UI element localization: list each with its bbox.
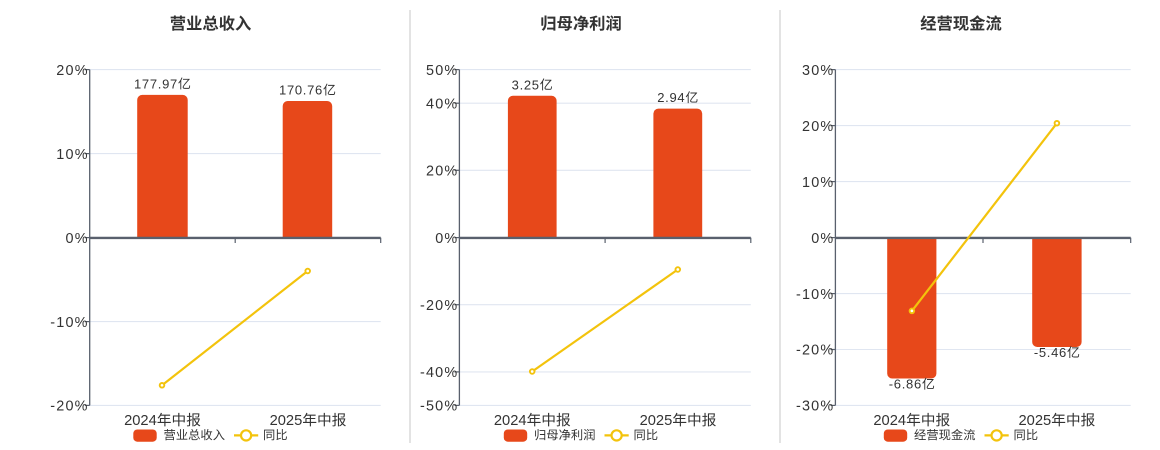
svg-text:-40%: -40% bbox=[420, 365, 458, 381]
svg-text:2024: 2024 bbox=[124, 413, 157, 429]
svg-text:-10%: -10% bbox=[50, 315, 88, 331]
svg-text:2025: 2025 bbox=[640, 413, 673, 429]
svg-text:2024: 2024 bbox=[494, 413, 527, 429]
svg-text:-50%: -50% bbox=[420, 399, 458, 415]
svg-text:0%: 0% bbox=[811, 231, 834, 247]
svg-text:2025: 2025 bbox=[1019, 413, 1052, 429]
svg-text:2025: 2025 bbox=[270, 413, 303, 429]
svg-text:-20%: -20% bbox=[50, 399, 88, 415]
svg-text:177.97: 177.97 bbox=[134, 76, 178, 91]
svg-text:-10%: -10% bbox=[796, 287, 834, 303]
svg-text:-30%: -30% bbox=[796, 399, 834, 415]
svg-text:20%: 20% bbox=[426, 164, 458, 180]
svg-text:20%: 20% bbox=[802, 119, 834, 135]
svg-text:0%: 0% bbox=[435, 231, 458, 247]
svg-text:170.76: 170.76 bbox=[279, 83, 323, 98]
svg-text:0%: 0% bbox=[65, 231, 88, 247]
svg-text:2024: 2024 bbox=[873, 413, 906, 429]
svg-text:50%: 50% bbox=[426, 63, 458, 79]
svg-text:30%: 30% bbox=[802, 63, 834, 79]
svg-text:-6.86: -6.86 bbox=[889, 377, 922, 392]
svg-text:3.25: 3.25 bbox=[512, 77, 540, 92]
svg-text:-5.46: -5.46 bbox=[1034, 345, 1067, 360]
svg-text:-20%: -20% bbox=[796, 343, 834, 359]
svg-text:20%: 20% bbox=[56, 63, 88, 79]
svg-text:10%: 10% bbox=[802, 175, 834, 191]
svg-text:40%: 40% bbox=[426, 96, 458, 112]
svg-text:10%: 10% bbox=[56, 147, 88, 163]
svg-text:-20%: -20% bbox=[420, 298, 458, 314]
svg-text:2.94: 2.94 bbox=[657, 90, 685, 105]
